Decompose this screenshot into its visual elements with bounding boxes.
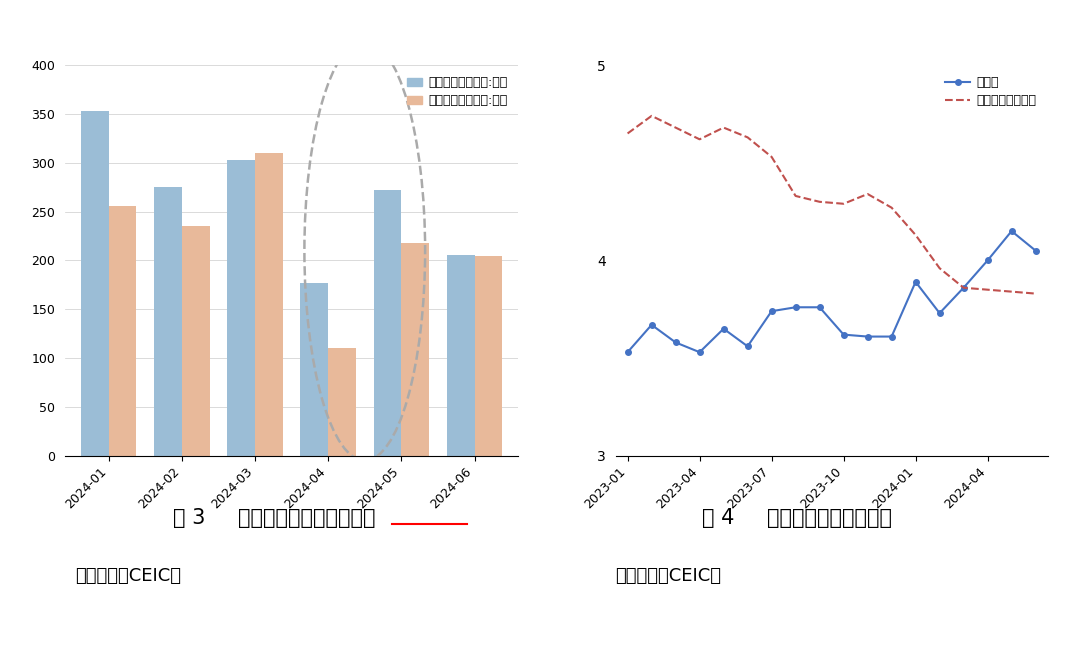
Text: 数据来源：CEIC。: 数据来源：CEIC。: [76, 567, 181, 585]
失业率: [981, 256, 994, 264]
失业率: [621, 348, 634, 356]
失业率: [813, 303, 826, 311]
失业率: [765, 307, 778, 315]
Text: 美国失业率和时薪增长: 美国失业率和时薪增长: [767, 508, 892, 527]
Legend: 失业率, 平均时薪同比增长: 失业率, 平均时薪同比增长: [940, 72, 1041, 113]
Bar: [374, 190, 402, 456]
平均时薪同比增长: [837, 200, 850, 208]
Bar: [402, 243, 429, 456]
Text: 数据来源：CEIC。: 数据来源：CEIC。: [616, 567, 721, 585]
失业率: [693, 348, 706, 356]
平均时薪同比增长: [693, 135, 706, 143]
Bar: [447, 255, 474, 456]
失业率: [789, 303, 802, 311]
平均时薪同比增长: [645, 112, 658, 120]
平均时薪同比增长: [933, 264, 946, 272]
平均时薪同比增长: [789, 192, 802, 200]
Bar: [328, 348, 356, 456]
平均时薪同比增长: [765, 153, 778, 161]
平均时薪同比增长: [1029, 290, 1042, 298]
失业率: [1005, 227, 1018, 235]
Text: 图 4: 图 4: [702, 508, 734, 527]
平均时薪同比增长: [670, 124, 683, 132]
失业率: [1029, 247, 1042, 255]
失业率: [741, 342, 754, 350]
平均时薪同比增长: [813, 198, 826, 206]
平均时薪同比增长: [621, 130, 634, 137]
平均时薪同比增长: [909, 231, 922, 239]
平均时薪同比增长: [717, 124, 730, 132]
失业率: [717, 325, 730, 333]
Bar: [181, 226, 210, 456]
平均时薪同比增长: [886, 204, 899, 212]
失业率: [837, 331, 850, 339]
失业率: [861, 333, 874, 340]
Text: 图 3: 图 3: [173, 508, 205, 527]
失业率: [670, 339, 683, 346]
失业率: [886, 333, 899, 340]
Line: 平均时薪同比增长: 平均时薪同比增长: [627, 116, 1036, 294]
Text: 美国非农就业初値和季调: 美国非农就业初値和季调: [238, 508, 375, 527]
Line: 失业率: 失业率: [625, 229, 1038, 355]
平均时薪同比增长: [957, 284, 970, 292]
Bar: [81, 111, 109, 456]
平均时薪同比增长: [981, 286, 994, 294]
Bar: [474, 256, 502, 456]
Bar: [255, 153, 283, 456]
平均时薪同比增长: [861, 190, 874, 198]
失业率: [933, 309, 946, 317]
平均时薪同比增长: [741, 133, 754, 141]
平均时薪同比增长: [1005, 288, 1018, 296]
Legend: 新增非农就业人数:初値, 新增非农就业人数:季调: 新增非农就业人数:初値, 新增非农就业人数:季调: [402, 72, 512, 113]
失业率: [645, 321, 658, 329]
Bar: [300, 283, 328, 456]
失业率: [909, 278, 922, 286]
Bar: [154, 187, 181, 456]
Bar: [227, 160, 255, 456]
Bar: [109, 206, 136, 456]
失业率: [957, 284, 970, 292]
